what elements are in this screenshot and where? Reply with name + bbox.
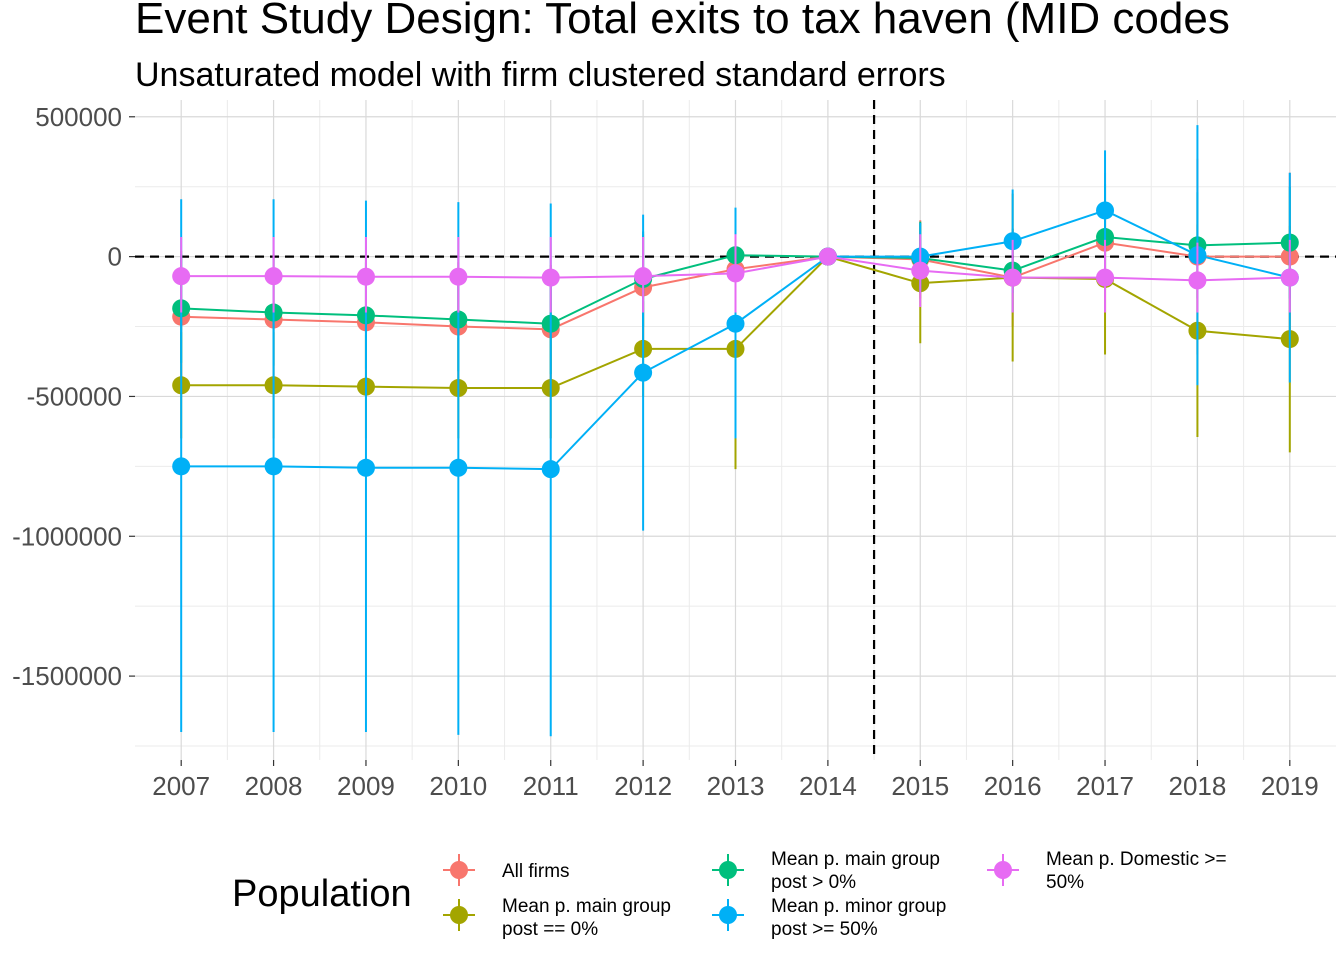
x-tick-label: 2013: [707, 771, 765, 801]
series-5: [172, 234, 1299, 313]
x-tick-label: 2008: [245, 771, 303, 801]
legend-key-point: [994, 861, 1012, 879]
legend-label: Mean p. main group: [771, 849, 940, 870]
chart-subtitle: Unsaturated model with firm clustered st…: [135, 56, 946, 94]
data-point: [726, 264, 745, 283]
x-tick-label: 2015: [891, 771, 949, 801]
legend-key-point: [719, 906, 737, 924]
y-tick-label: 0: [108, 242, 122, 272]
legend-item-5: Mean p. Domestic >=50%: [987, 849, 1227, 893]
series-layer: [172, 125, 1299, 737]
data-point: [264, 457, 283, 476]
data-point: [1096, 268, 1115, 287]
y-tick-label: -1500000: [12, 661, 122, 691]
x-tick-label: 2018: [1169, 771, 1227, 801]
legend-key-point: [450, 861, 468, 879]
legend-label: post > 0%: [771, 872, 856, 893]
data-point: [172, 267, 191, 286]
x-tick-label: 2007: [152, 771, 210, 801]
legend-label: Mean p. main group: [502, 896, 671, 917]
legend-title: Population: [232, 873, 412, 915]
data-point: [818, 247, 837, 266]
data-point: [634, 363, 653, 382]
data-point: [911, 261, 930, 280]
legend-key-point: [719, 861, 737, 879]
legend-label: post == 0%: [502, 919, 598, 940]
x-tick-label: 2010: [429, 771, 487, 801]
y-tick-label: -500000: [27, 381, 122, 411]
data-point: [356, 458, 375, 477]
data-point: [264, 267, 283, 286]
legend-label: post >= 50%: [771, 919, 878, 940]
data-point: [541, 460, 560, 479]
legend-item-1: All firms: [443, 854, 570, 886]
x-tick-label: 2019: [1261, 771, 1319, 801]
data-point: [726, 314, 745, 333]
data-point: [172, 457, 191, 476]
x-tick-label: 2017: [1076, 771, 1134, 801]
data-point: [1096, 201, 1115, 220]
y-tick-label: -1000000: [12, 521, 122, 551]
data-point: [1188, 271, 1207, 290]
legend-key-point: [450, 906, 468, 924]
data-point: [449, 458, 468, 477]
x-tick-label: 2012: [614, 771, 672, 801]
legend-label: 50%: [1046, 872, 1084, 893]
legend-label: Mean p. minor group: [771, 896, 946, 917]
x-tick-label: 2014: [799, 771, 857, 801]
data-point: [1003, 268, 1022, 287]
data-point: [634, 267, 653, 286]
axis-ticks: 500000 0 -500000 -1000000 -1500000 2007 2008 20…: [12, 102, 1319, 801]
x-tick-label: 2016: [984, 771, 1042, 801]
legend-label: Mean p. Domestic >=: [1046, 849, 1227, 870]
legend-label: All firms: [502, 861, 570, 882]
data-point: [541, 268, 560, 287]
data-point: [1280, 268, 1299, 287]
y-tick-label: 500000: [35, 102, 122, 132]
data-point: [449, 267, 468, 286]
chart-title: Event Study Design: Total exits to tax h…: [135, 0, 1230, 43]
x-tick-label: 2011: [523, 771, 579, 801]
x-tick-label: 2009: [337, 771, 395, 801]
data-point: [356, 267, 375, 286]
